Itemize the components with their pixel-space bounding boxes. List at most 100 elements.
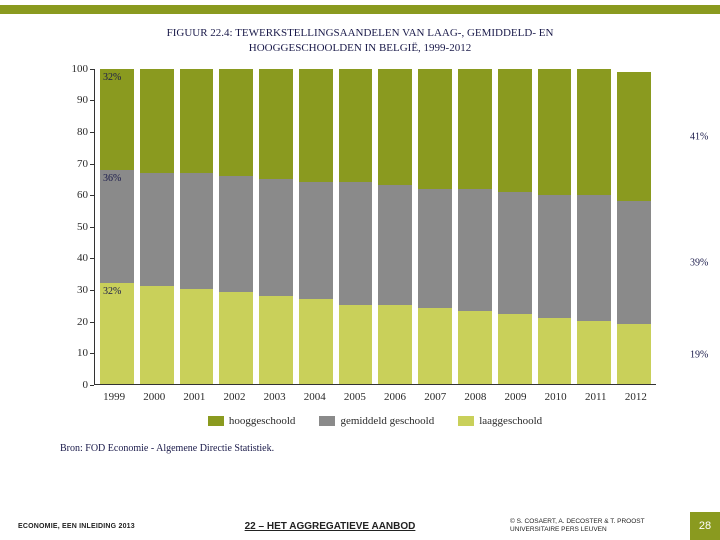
legend-swatch bbox=[458, 416, 474, 426]
x-axis-label: 2007 bbox=[415, 391, 455, 403]
last-label-laag: 19% bbox=[690, 349, 708, 360]
title-line-1: FIGUUR 22.4: TEWERKSTELLINGSAANDELEN VAN… bbox=[167, 27, 554, 39]
bar-seg-gemiddeld: 36% bbox=[100, 170, 134, 283]
bar-seg-gemiddeld bbox=[180, 173, 214, 290]
x-axis-label: 2009 bbox=[495, 391, 535, 403]
x-axis-label: 2004 bbox=[295, 391, 335, 403]
bar-seg-gemiddeld bbox=[538, 195, 572, 318]
x-axis-labels: 1999200020012002200320042005200620072008… bbox=[94, 391, 656, 403]
x-axis-label: 2001 bbox=[174, 391, 214, 403]
x-axis-label: 2010 bbox=[536, 391, 576, 403]
bar-seg-hoog bbox=[339, 69, 373, 182]
stacked-bar-chart: 0102030405060708090100 32%36%32% 19%39%4… bbox=[60, 69, 660, 421]
y-tick-label: 90 bbox=[77, 94, 88, 106]
footer-center: 22 – HET AGGREGATIEVE AANBOD bbox=[150, 521, 510, 532]
bar-column bbox=[140, 69, 174, 384]
accent-bar bbox=[0, 0, 720, 14]
legend-item: laaggeschoold bbox=[458, 415, 542, 427]
legend-label: gemiddeld geschoold bbox=[340, 415, 434, 427]
bar-seg-hoog bbox=[538, 69, 572, 195]
legend-label: laaggeschoold bbox=[479, 415, 542, 427]
x-axis-label: 2011 bbox=[576, 391, 616, 403]
footer-copyright: © S. COSAERT, A. DECOSTER & T. PROOST bbox=[510, 518, 686, 526]
first-label-laag: 32% bbox=[103, 286, 121, 297]
last-label-hoog: 41% bbox=[690, 131, 708, 142]
x-axis-label: 2005 bbox=[335, 391, 375, 403]
bar-seg-gemiddeld bbox=[617, 201, 651, 324]
bar-seg-gemiddeld bbox=[339, 182, 373, 305]
bar-column bbox=[259, 69, 293, 384]
bar-seg-gemiddeld bbox=[418, 189, 452, 309]
footer-right: © S. COSAERT, A. DECOSTER & T. PROOST UN… bbox=[510, 518, 690, 534]
bar-seg-gemiddeld bbox=[299, 182, 333, 299]
bar-column bbox=[299, 69, 333, 384]
x-axis-label: 2003 bbox=[255, 391, 295, 403]
bar-seg-hoog bbox=[378, 69, 412, 186]
x-axis-label: 2002 bbox=[214, 391, 254, 403]
bar-seg-laag bbox=[378, 305, 412, 384]
bar-seg-gemiddeld bbox=[458, 189, 492, 312]
bar-seg-laag: 32% bbox=[100, 283, 134, 384]
y-axis: 0102030405060708090100 bbox=[60, 69, 94, 385]
footer: ECONOMIE, EEN INLEIDING 2013 22 – HET AG… bbox=[0, 512, 720, 540]
y-tick-label: 60 bbox=[77, 189, 88, 201]
bar-column bbox=[498, 69, 532, 384]
legend-swatch bbox=[208, 416, 224, 426]
bar-seg-hoog bbox=[219, 69, 253, 176]
bar-seg-laag bbox=[418, 308, 452, 384]
bar-column: 32% 36% 32% bbox=[100, 69, 134, 384]
first-label-hoog: 32% bbox=[103, 72, 121, 83]
legend-label: hooggeschoold bbox=[229, 415, 296, 427]
bar-seg-laag bbox=[498, 314, 532, 383]
y-tick-label: 70 bbox=[77, 158, 88, 170]
bar-seg-laag bbox=[577, 321, 611, 384]
footer-publisher: UNIVERSITAIRE PERS LEUVEN bbox=[510, 526, 686, 534]
y-tick-label: 40 bbox=[77, 252, 88, 264]
first-label-gemiddeld: 36% bbox=[103, 173, 121, 184]
legend-item: hooggeschoold bbox=[208, 415, 296, 427]
bar-seg-hoog bbox=[458, 69, 492, 189]
bar-seg-laag bbox=[219, 292, 253, 383]
bars-container: 32% 36% 32% bbox=[95, 69, 656, 384]
page-number: 28 bbox=[690, 512, 720, 540]
x-axis-label: 2000 bbox=[134, 391, 174, 403]
slide-content: FIGUUR 22.4: TEWERKSTELLINGSAANDELEN VAN… bbox=[0, 14, 720, 454]
bar-seg-laag bbox=[259, 296, 293, 384]
bar-seg-laag bbox=[299, 299, 333, 384]
bar-seg-laag bbox=[458, 311, 492, 383]
bar-seg-gemiddeld bbox=[498, 192, 532, 315]
bar-seg-hoog bbox=[577, 69, 611, 195]
legend-item: gemiddeld geschoold bbox=[319, 415, 434, 427]
bar-seg-hoog: 32% bbox=[100, 69, 134, 170]
bar-seg-hoog bbox=[617, 72, 651, 201]
y-tick-label: 50 bbox=[77, 221, 88, 233]
bar-seg-laag bbox=[180, 289, 214, 384]
bar-column bbox=[339, 69, 373, 384]
bar-seg-laag bbox=[538, 318, 572, 384]
figure-title: FIGUUR 22.4: TEWERKSTELLINGSAANDELEN VAN… bbox=[50, 22, 670, 65]
bar-seg-hoog bbox=[259, 69, 293, 179]
legend-swatch bbox=[319, 416, 335, 426]
y-tick-label: 100 bbox=[72, 63, 89, 75]
footer-left: ECONOMIE, EEN INLEIDING 2013 bbox=[0, 523, 150, 530]
bar-column bbox=[458, 69, 492, 384]
bar-seg-hoog bbox=[299, 69, 333, 182]
bar-seg-laag bbox=[617, 324, 651, 384]
y-tick-label: 80 bbox=[77, 126, 88, 138]
bar-column bbox=[577, 69, 611, 384]
bar-column bbox=[378, 69, 412, 384]
bar-column bbox=[219, 69, 253, 384]
last-label-gemiddeld: 39% bbox=[690, 258, 708, 269]
plot-area: 32% 36% 32% bbox=[94, 69, 656, 385]
bar-seg-gemiddeld bbox=[378, 185, 412, 305]
bar-seg-hoog bbox=[180, 69, 214, 173]
bar-column bbox=[538, 69, 572, 384]
y-tick-mark bbox=[90, 385, 94, 386]
bar-seg-laag bbox=[140, 286, 174, 384]
x-axis-label: 2012 bbox=[616, 391, 656, 403]
y-tick-label: 20 bbox=[77, 316, 88, 328]
y-tick-label: 10 bbox=[77, 347, 88, 359]
title-line-2: HOOGGESCHOOLDEN IN BELGIË, 1999-2012 bbox=[90, 41, 630, 56]
bar-seg-laag bbox=[339, 305, 373, 384]
x-axis-label: 2008 bbox=[455, 391, 495, 403]
